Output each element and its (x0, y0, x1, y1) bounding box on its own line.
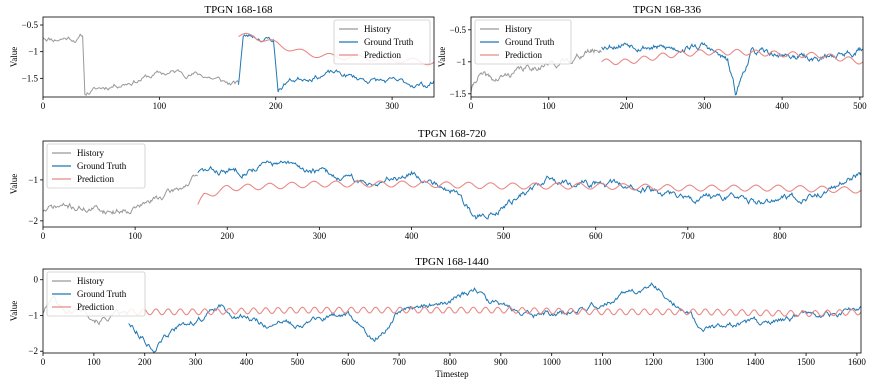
chart-4: 0 100 200 300 400 500 600 700 800 900 1000 1100 1200… (9, 256, 866, 379)
y-tick-label: −1 (456, 57, 466, 67)
x-tick-label: 0 (41, 231, 46, 241)
x-tick-label: 300 (698, 101, 712, 111)
plot-frame (42, 140, 862, 228)
y-axis-label: Value (9, 174, 19, 195)
legend: History Ground Truth Prediction (474, 19, 572, 65)
series-line-prediction (197, 180, 861, 205)
y-tick-label: −1 (28, 310, 38, 320)
legend-label: Ground Truth (505, 37, 555, 47)
x-tick-label: 400 (240, 357, 254, 367)
legend-label: Prediction (77, 174, 114, 184)
y-tick-label: −1 (28, 47, 38, 57)
x-tick-label: 1500 (797, 357, 816, 367)
legend-label: Ground Truth (364, 37, 414, 47)
x-tick-label: 300 (385, 101, 399, 111)
y-tick-label: −1.5 (450, 89, 467, 99)
legend-label: History (77, 276, 105, 286)
y-tick-label: −1 (28, 175, 38, 185)
legend-label: Prediction (364, 50, 401, 60)
x-tick-label: 400 (775, 101, 789, 111)
x-tick-label: 500 (497, 231, 511, 241)
y-tick-label: −0.5 (450, 25, 467, 35)
chart-title: TPGN 168-1440 (415, 256, 489, 268)
x-tick-label: 900 (494, 357, 508, 367)
x-tick-label: 200 (620, 101, 634, 111)
plot-frame (470, 16, 864, 98)
y-tick-label: −0.5 (22, 20, 39, 30)
x-tick-label: 200 (220, 231, 234, 241)
chart-2: 0 100 200 300 400 500 −0.5 −1 −1.5 TPGN 168-336 Va… (437, 4, 867, 111)
x-tick-label: 200 (138, 357, 152, 367)
x-tick-label: 300 (189, 357, 203, 367)
series-line-ground-truth (601, 41, 863, 96)
plot-frame (42, 268, 862, 354)
x-tick-label: 100 (128, 231, 142, 241)
x-tick-label: 1600 (848, 357, 867, 367)
series-line-ground-truth (128, 282, 861, 353)
x-axis-label: Timestep (435, 369, 469, 379)
legend-label: History (77, 148, 105, 158)
x-tick-label: 0 (469, 101, 474, 111)
x-tick-label: 300 (313, 231, 327, 241)
x-tick-label: 1300 (695, 357, 714, 367)
y-axis-label: Value (437, 47, 447, 68)
y-tick-label: −1.5 (22, 73, 39, 83)
x-tick-label: 500 (853, 101, 867, 111)
series-line-ground-truth (238, 33, 434, 93)
x-tick-label: 1000 (543, 357, 562, 367)
x-tick-label: 200 (269, 101, 283, 111)
chart-title: TPGN 168-168 (204, 4, 273, 16)
y-axis-label: Value (9, 301, 19, 322)
x-tick-label: 500 (291, 357, 305, 367)
legend: History Ground Truth Prediction (46, 143, 146, 189)
series-line-prediction (601, 48, 863, 66)
x-tick-label: 100 (87, 357, 101, 367)
y-tick-label: 0 (34, 275, 39, 285)
legend-label: History (505, 24, 533, 34)
series-line-prediction (128, 306, 861, 318)
x-tick-label: 100 (542, 101, 556, 111)
y-axis-label: Value (9, 47, 19, 68)
legend: History Ground Truth Prediction (46, 271, 146, 317)
y-tick-label: −2 (28, 216, 38, 226)
x-tick-label: 0 (41, 357, 46, 367)
x-tick-label: 1100 (594, 357, 612, 367)
x-tick-label: 1200 (644, 357, 663, 367)
x-tick-label: 100 (153, 101, 167, 111)
legend-label: Ground Truth (77, 161, 127, 171)
chart-title: TPGN 168-336 (633, 4, 702, 16)
x-tick-label: 800 (443, 357, 457, 367)
chart-1: 0 100 200 300 −0.5 −1 −1.5 TPGN 168-168 Value His… (9, 4, 435, 111)
x-tick-label: 700 (392, 357, 406, 367)
legend-label: History (364, 24, 392, 34)
chart-3: 0 100 200 300 400 500 600 700 800 −1 −2 TPGN 168-72… (9, 128, 862, 241)
legend-label: Ground Truth (77, 289, 127, 299)
x-tick-label: 700 (681, 231, 695, 241)
series-line-history (471, 48, 602, 92)
series-line-history (43, 33, 239, 96)
plot-frame (42, 16, 435, 98)
y-tick-label: −2 (28, 346, 38, 356)
x-tick-label: 1400 (746, 357, 765, 367)
chart-title: TPGN 168-720 (418, 128, 487, 140)
x-tick-label: 600 (589, 231, 603, 241)
legend: History Ground Truth Prediction (333, 19, 431, 65)
series-line-history (43, 174, 199, 215)
series-line-ground-truth (197, 160, 861, 220)
legend-label: Prediction (505, 50, 542, 60)
x-tick-label: 800 (773, 231, 787, 241)
x-tick-label: 400 (405, 231, 419, 241)
x-tick-label: 600 (341, 357, 355, 367)
legend-label: Prediction (77, 302, 114, 312)
x-tick-label: 0 (41, 101, 46, 111)
